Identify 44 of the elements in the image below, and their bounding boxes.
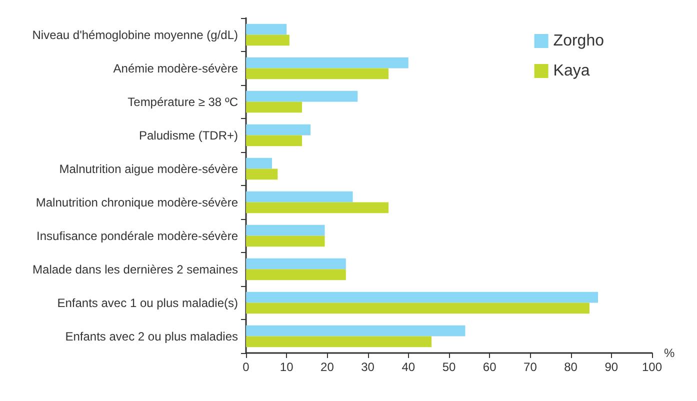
bar — [246, 191, 353, 202]
y-tick-label: Paludisme (TDR+) — [138, 128, 238, 142]
x-tick-label: 0 — [242, 360, 250, 374]
legend-label: Zorgho — [553, 32, 604, 50]
bar — [246, 336, 432, 348]
bar — [246, 258, 346, 270]
bar — [246, 68, 389, 80]
bar — [246, 236, 325, 247]
bar — [246, 90, 358, 102]
y-tick-label: Insufisance pondérale modère-sévère — [36, 228, 238, 243]
bar — [246, 34, 290, 46]
y-tick-label: Enfants avec 1 ou plus maladie(s) — [57, 296, 238, 310]
bar — [246, 57, 408, 68]
y-tick-label: Malnutrition chronique modère-sévère — [36, 195, 238, 210]
x-tick-label: 60 — [482, 360, 497, 374]
x-tick-label: 50 — [442, 360, 456, 374]
y-tick-label: Niveau d'hémoglobine moyenne (g/dL) — [32, 28, 238, 42]
y-tick-label: Température ≥ 38 ºC — [128, 94, 238, 109]
x-tick-label: 70 — [524, 360, 538, 374]
bar — [246, 24, 287, 35]
legend-label: Kaya — [553, 62, 590, 80]
y-tick-label: Enfants avec 2 ou plus maladies — [65, 329, 238, 344]
bar — [246, 168, 278, 180]
bar — [246, 292, 598, 303]
bar — [246, 325, 466, 336]
x-tick-label: 80 — [564, 360, 578, 374]
bar — [246, 135, 302, 146]
x-tick-label: 90 — [604, 360, 618, 374]
bar — [246, 202, 389, 214]
y-tick-label: Malade dans les dernières 2 semaines — [32, 262, 238, 276]
bar — [246, 124, 311, 136]
x-tick-label: 30 — [361, 360, 375, 374]
bar — [246, 158, 272, 169]
x-axis-title: % — [664, 346, 675, 360]
y-tick-label: Anémie modère-sévère — [113, 61, 238, 76]
bar — [246, 224, 325, 236]
bar — [246, 102, 302, 113]
bar — [246, 269, 346, 280]
y-tick-label: Malnutrition aigue modère-sévère — [59, 162, 238, 176]
bar — [246, 302, 590, 314]
x-tick-label: 10 — [280, 360, 294, 374]
x-tick-label: 20 — [320, 360, 334, 374]
x-tick-label: 40 — [402, 360, 416, 374]
x-tick-label: 100 — [642, 360, 662, 374]
